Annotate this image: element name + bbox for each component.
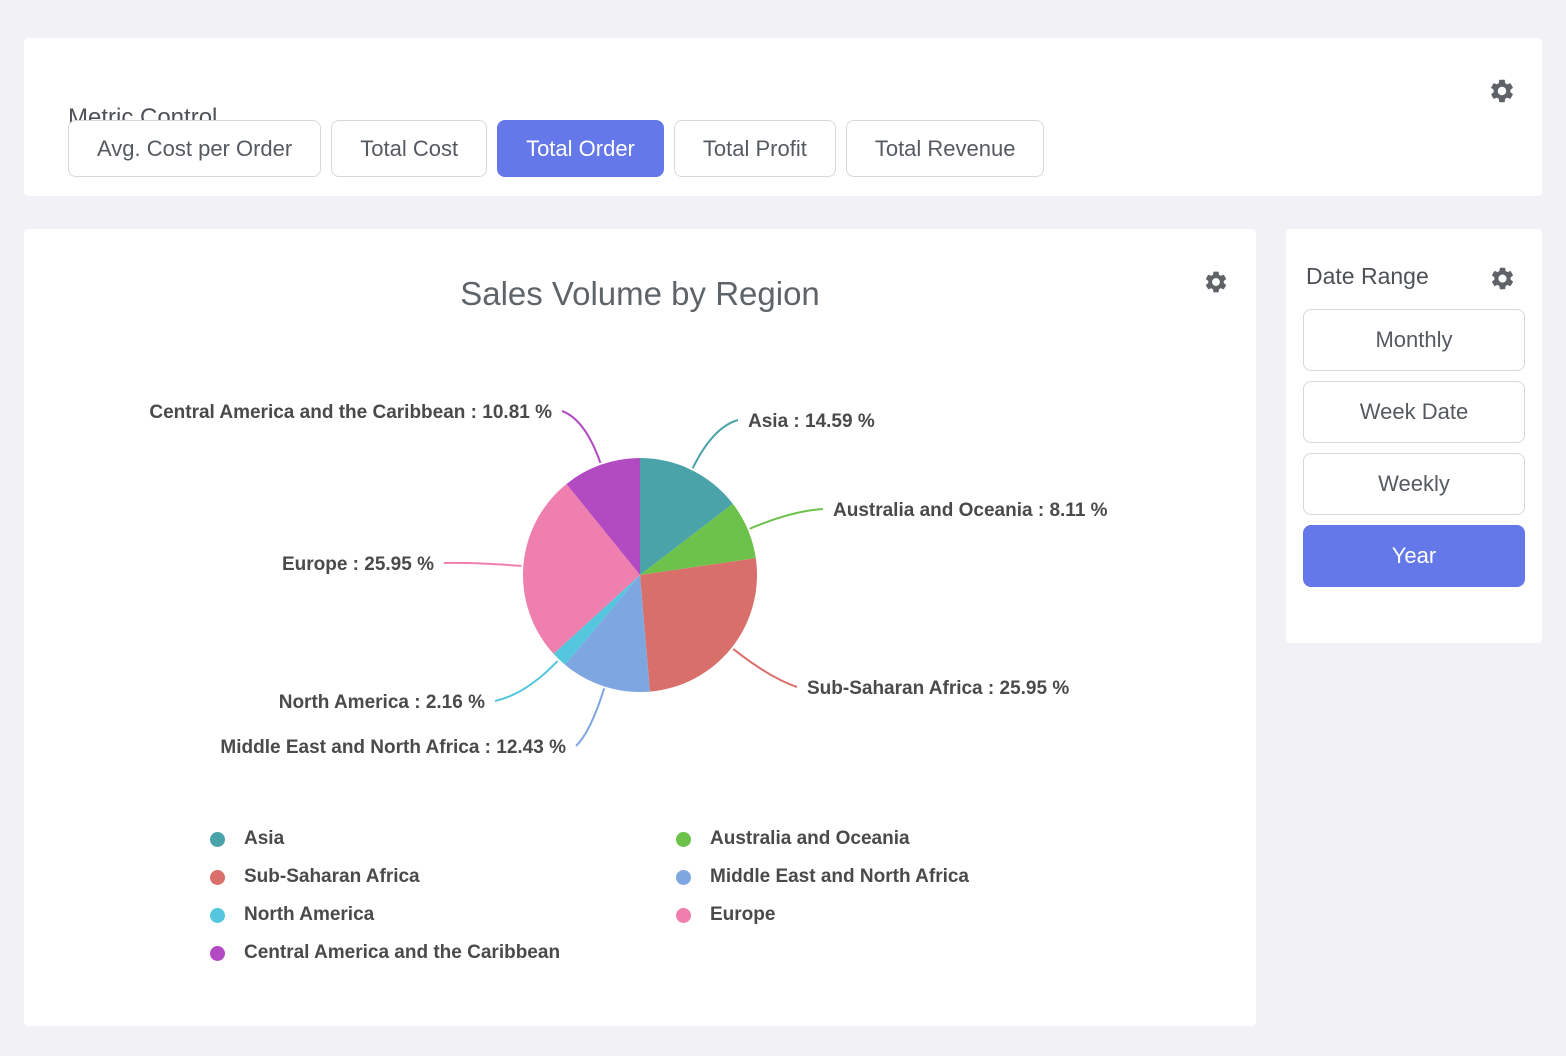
chart-title: Sales Volume by Region xyxy=(460,275,820,312)
date-range-button-monthly[interactable]: Monthly xyxy=(1303,309,1525,371)
legend-dot-central-america-and-the-caribbean xyxy=(210,945,225,961)
legend-label-asia: Asia xyxy=(244,828,285,849)
chart-settings-gear-icon[interactable] xyxy=(1203,269,1229,295)
legend-item-central-america-and-the-caribbean[interactable]: Central America and the Caribbean xyxy=(210,934,676,972)
pie-label-europe: Europe : 25.95 % xyxy=(282,554,434,575)
pie-label-middle-east-and-north-africa: Middle East and North Africa : 12.43 % xyxy=(220,737,566,758)
pie-label-north-america: North America : 2.16 % xyxy=(279,692,485,713)
metric-button-total-order[interactable]: Total Order xyxy=(497,120,664,177)
metric-button-total-cost[interactable]: Total Cost xyxy=(331,120,488,177)
legend-dot-north-america xyxy=(210,907,225,923)
date-range-title: Date Range xyxy=(1306,263,1429,289)
pie-label-line-middle-east-and-north-africa xyxy=(575,688,606,747)
date-settings-gear-icon[interactable] xyxy=(1489,265,1516,292)
legend-item-sub-saharan-africa[interactable]: Sub-Saharan Africa xyxy=(210,858,676,896)
legend-dot-asia xyxy=(210,831,225,847)
legend-item-north-america[interactable]: North America xyxy=(210,896,676,934)
legend-label-north-america: North America xyxy=(244,904,375,925)
legend-label-central-america-and-the-caribbean: Central America and the Caribbean xyxy=(244,942,561,963)
legend-dot-europe xyxy=(676,907,691,923)
metric-settings-gear-icon[interactable] xyxy=(1488,77,1516,105)
pie-slice-europe[interactable] xyxy=(523,483,640,654)
pie-label-sub-saharan-africa: Sub-Saharan Africa : 25.95 % xyxy=(807,678,1069,699)
pie-label-central-america-and-the-caribbean: Central America and the Caribbean : 10.8… xyxy=(149,402,552,423)
legend-dot-australia-and-oceania xyxy=(676,831,691,847)
metric-buttons: Avg. Cost per Order Total Cost Total Order… xyxy=(68,120,1054,177)
metric-button-avg-cost-per-order[interactable]: Avg. Cost per Order xyxy=(68,120,322,177)
pie-slice-middle-east-and-north-africa[interactable] xyxy=(564,575,650,692)
legend-item-australia-and-oceania[interactable]: Australia and Oceania xyxy=(676,820,969,858)
legend-label-middle-east-and-north-africa: Middle East and North Africa xyxy=(710,866,969,887)
date-range-button-year[interactable]: Year xyxy=(1303,525,1525,587)
metric-button-total-profit[interactable]: Total Profit xyxy=(673,120,836,177)
pie-slice-asia[interactable] xyxy=(640,458,733,575)
pie-label-line-asia xyxy=(691,419,739,469)
pie-slice-australia-and-oceania[interactable] xyxy=(640,503,756,575)
legend-item-asia[interactable]: Asia xyxy=(210,820,676,858)
chart-legend: Asia Australia and Oceania Sub-Saharan Afr… xyxy=(210,820,969,972)
date-range-buttons: Monthly Week Date Weekly Year xyxy=(1303,309,1525,597)
pie-label-line-sub-saharan-africa xyxy=(732,648,798,688)
legend-label-europe: Europe xyxy=(710,904,776,925)
pie-label-asia: Asia : 14.59 % xyxy=(748,411,875,432)
pie-chart: Asia : 14.59 % Australia and Oceania : 8.… xyxy=(149,402,1108,758)
pie-label-line-central-america-and-the-caribbean xyxy=(561,410,602,464)
pie-label-line-australia-and-oceania xyxy=(749,508,824,530)
pie-slice-north-america[interactable] xyxy=(553,575,640,665)
legend-item-middle-east-and-north-africa[interactable]: Middle East and North Africa xyxy=(676,858,969,896)
pie-slice-central-america-and-the-caribbean[interactable] xyxy=(566,458,640,575)
pie-label-line-north-america xyxy=(494,660,559,702)
date-range-panel: Date Range Monthly Week Date Weekly Year xyxy=(1286,229,1542,643)
pie-label-line-europe xyxy=(443,561,522,567)
metric-button-total-revenue[interactable]: Total Revenue xyxy=(845,120,1045,177)
legend-dot-middle-east-and-north-africa xyxy=(676,869,691,885)
legend-label-australia-and-oceania: Australia and Oceania xyxy=(710,828,910,849)
legend-item-europe[interactable]: Europe xyxy=(676,896,969,934)
metric-control-panel: Metric Control Avg. Cost per Order Total … xyxy=(24,38,1542,196)
chart-panel: Sales Volume by Region Asia : 14.59 % Aus… xyxy=(24,229,1256,1026)
pie-label-australia-and-oceania: Australia and Oceania : 8.11 % xyxy=(833,500,1108,521)
legend-dot-sub-saharan-africa xyxy=(210,869,225,885)
date-range-button-weekly[interactable]: Weekly xyxy=(1303,453,1525,515)
legend-label-sub-saharan-africa: Sub-Saharan Africa xyxy=(244,866,420,887)
pie-slice-sub-saharan-africa[interactable] xyxy=(640,558,758,692)
date-range-button-week-date[interactable]: Week Date xyxy=(1303,381,1525,443)
